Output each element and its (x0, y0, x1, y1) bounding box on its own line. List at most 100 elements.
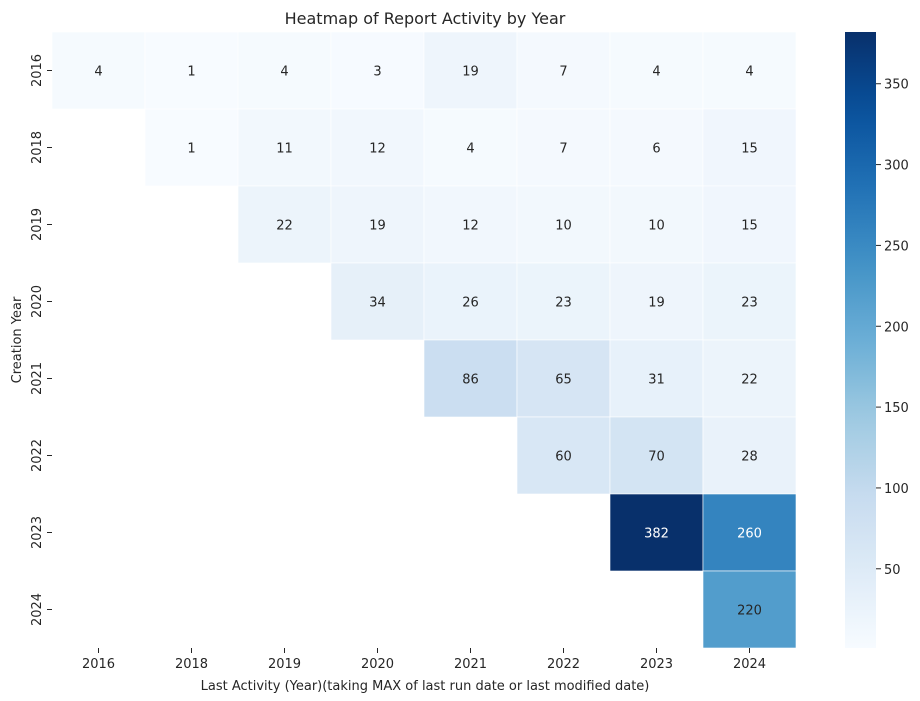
heatmap-cell (330, 185, 425, 264)
heatmap-cell (237, 185, 332, 264)
cell-value-label: 7 (559, 142, 567, 157)
cell-value-label: 22 (276, 219, 293, 234)
cell-value-label: 19 (369, 219, 386, 234)
heatmap-cell (702, 416, 797, 495)
cell-value-label: 7 (559, 65, 567, 80)
x-tick-label: 2023 (640, 657, 673, 672)
heatmap-cell (702, 262, 797, 341)
y-tick-label: 2024 (30, 593, 45, 626)
heatmap-cell (702, 339, 797, 418)
cell-value-label: 19 (648, 296, 665, 311)
heatmap-cell (237, 108, 332, 187)
cell-value-label: 22 (741, 373, 758, 388)
heatmap-cell (237, 31, 332, 110)
chart-title: Heatmap of Report Activity by Year (285, 9, 566, 28)
colorbar-tick-label: 150 (884, 401, 909, 416)
heatmap-cell (423, 185, 518, 264)
heatmap-cell (609, 339, 704, 418)
cell-value-label: 4 (466, 142, 474, 157)
cell-value-label: 31 (648, 373, 665, 388)
y-tick-label: 2022 (30, 439, 45, 472)
colorbar-tick-label: 300 (884, 159, 909, 174)
cell-value-label: 3 (373, 65, 381, 80)
cell-value-label: 10 (648, 219, 665, 234)
x-tick-label: 2016 (82, 657, 115, 672)
heatmap-cell (516, 185, 611, 264)
cell-value-label: 60 (555, 450, 572, 465)
cell-value-label: 23 (555, 296, 572, 311)
cell-value-label: 260 (737, 527, 762, 542)
cell-value-label: 12 (462, 219, 479, 234)
cell-value-label: 4 (652, 65, 660, 80)
heatmap-cell (516, 31, 611, 110)
heatmap-cell (423, 108, 518, 187)
x-axis-ticks: 2016 2018 2019 2020 2021 2022 2023 2024 (82, 648, 766, 672)
cell-value-label: 1 (187, 65, 195, 80)
y-tick-label: 2020 (30, 285, 45, 318)
heatmap-cell (609, 493, 704, 572)
cell-value-label: 220 (737, 604, 762, 619)
colorbar-tick-label: 350 (884, 78, 909, 93)
y-tick-label: 2019 (30, 208, 45, 241)
x-tick-label: 2019 (268, 657, 301, 672)
heatmap-cell (144, 108, 239, 187)
x-tick-label: 2018 (175, 657, 208, 672)
cell-value-label: 10 (555, 219, 572, 234)
heatmap-cell (330, 31, 425, 110)
heatmap-cell (516, 416, 611, 495)
colorbar-tick-label: 50 (884, 563, 901, 578)
heatmap-cell (609, 262, 704, 341)
cell-value-label: 382 (644, 527, 669, 542)
y-axis-label: Creation Year (10, 296, 25, 383)
colorbar-tick-label: 100 (884, 482, 909, 497)
cell-value-label: 28 (741, 450, 758, 465)
colorbar-tick-label: 200 (884, 320, 909, 335)
cell-value-label: 11 (276, 142, 293, 157)
heatmap-cell (423, 262, 518, 341)
x-tick-label: 2021 (454, 657, 487, 672)
y-tick-label: 2018 (30, 131, 45, 164)
heatmap-cell (423, 339, 518, 418)
heatmap-cell (51, 31, 146, 110)
cell-value-label: 12 (369, 142, 386, 157)
heatmap-cell (702, 493, 797, 572)
heatmap-cell (609, 185, 704, 264)
y-axis-ticks: 2016 2018 2019 2020 2021 2022 2023 2024 (30, 54, 52, 626)
heatmap-cell (702, 185, 797, 264)
cell-value-label: 65 (555, 373, 572, 388)
x-tick-label: 2020 (361, 657, 394, 672)
cell-value-label: 4 (280, 65, 288, 80)
colorbar: 50 100 150 200 250 300 350 (845, 32, 909, 648)
heatmap-cell (330, 262, 425, 341)
y-tick-label: 2016 (30, 54, 45, 87)
cell-value-label: 15 (741, 142, 758, 157)
heatmap-cell (516, 339, 611, 418)
x-tick-label: 2022 (547, 657, 580, 672)
heatmap-cell (702, 108, 797, 187)
heatmap-cell (609, 108, 704, 187)
heatmap-cell (516, 108, 611, 187)
heatmap-cell (702, 570, 797, 649)
x-tick-label: 2024 (733, 657, 766, 672)
cell-value-label: 23 (741, 296, 758, 311)
cell-value-label: 26 (462, 296, 479, 311)
cell-value-label: 86 (462, 373, 479, 388)
cell-value-label: 6 (652, 142, 660, 157)
cell-value-label: 4 (94, 65, 102, 80)
cell-value-label: 34 (369, 296, 386, 311)
colorbar-tick-label: 250 (884, 239, 909, 254)
colorbar-gradient (845, 32, 876, 648)
y-tick-label: 2021 (30, 362, 45, 395)
cell-value-label: 1 (187, 142, 195, 157)
cell-value-label: 70 (648, 450, 665, 465)
heatmap-cell (144, 31, 239, 110)
y-tick-label: 2023 (30, 516, 45, 549)
heatmap-cell (423, 31, 518, 110)
heatmap-cell (702, 31, 797, 110)
cell-value-label: 4 (745, 65, 753, 80)
cell-value-label: 19 (462, 65, 479, 80)
cell-value-label: 15 (741, 219, 758, 234)
x-axis-label: Last Activity (Year)(taking MAX of last … (201, 679, 650, 694)
